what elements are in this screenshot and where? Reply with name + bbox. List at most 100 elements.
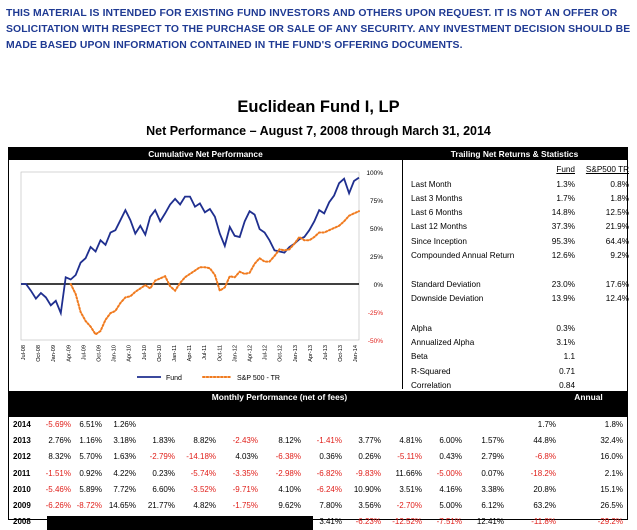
stats-fund-value: 0.3%	[556, 324, 575, 333]
month-value-cell: 2.76%	[48, 436, 71, 446]
monthly-header: Monthly Performance (net of fees)	[9, 391, 550, 403]
stats-fund-value: 0.71	[559, 367, 575, 376]
month-value-cell: 8.82%	[193, 436, 216, 446]
annual-fund-cell: -11.8%	[531, 517, 556, 527]
table-row: 2014 -5.69% 6.51% 1.26% 1.7% 1.8%	[9, 418, 628, 432]
month-value-cell: -5.74%	[190, 468, 216, 478]
month-value-cell: -9.71%	[232, 484, 258, 494]
table-row: 2011 -1.51% 0.92% 4.22% 0.23% -5.74% -3.35% -2.…	[9, 467, 628, 481]
month-value-cell: -1.75%	[232, 501, 258, 510]
stats-row: Compounded Annual Return 12.6% 9.2%	[403, 251, 629, 263]
month-value-cell: -5.11%	[397, 452, 422, 462]
performance-subtitle: Net Performance – August 7, 2008 through…	[146, 124, 491, 138]
month-value-cell: 0.43%	[439, 452, 462, 462]
month-value-cell: 4.16%	[439, 484, 462, 494]
legend-sp500-label: S&P 500 - TR	[237, 375, 280, 382]
month-value-cell: -3.35%	[232, 468, 258, 478]
y-tick-label: 0%	[374, 282, 384, 289]
annual-sp-cell: 2.1%	[604, 468, 623, 478]
month-value-cell: -6.26%	[45, 501, 71, 510]
month-value-cell: 0.92%	[79, 468, 102, 478]
x-tick-label: Apr-09	[66, 345, 72, 362]
x-tick-label: Jul-09	[81, 345, 87, 360]
month-value-cell: 8.12%	[278, 436, 301, 446]
x-tick-label: Jan-13	[293, 345, 299, 362]
stats-row: Alpha 0.3%	[403, 324, 628, 336]
x-tick-label: Jul-10	[142, 345, 148, 360]
month-value-cell: 21.77%	[147, 501, 175, 510]
annual-fund-cell: 63.2%	[533, 501, 556, 510]
stats-label: Compounded Annual Return	[411, 251, 515, 260]
x-tick-label: Apr-10	[127, 345, 133, 362]
month-value-cell: 3.56%	[358, 501, 381, 510]
month-value-cell: 4.03%	[235, 452, 258, 462]
x-tick-label: Oct-08	[36, 345, 42, 362]
annual-sp-cell: 32.4%	[600, 436, 623, 446]
month-value-cell: 4.81%	[399, 436, 422, 446]
annual-sp-cell: 16.0%	[600, 452, 623, 462]
stats-label: Standard Deviation	[411, 280, 481, 289]
stats-row: Downside Deviation 13.9% 12.4%	[403, 294, 629, 306]
y-tick-label: 25%	[370, 254, 383, 261]
stats-label: Last Month	[411, 180, 452, 189]
x-tick-label: Jul-11	[202, 345, 208, 360]
month-value-cell: 3.41%	[319, 517, 342, 527]
annual-sp-cell: -29.2%	[597, 517, 623, 527]
month-value-cell: 6.51%	[79, 420, 102, 429]
month-value-cell: 1.16%	[79, 436, 102, 446]
month-value-cell: 0.23%	[152, 468, 175, 478]
month-value-cell: -7.51%	[436, 517, 462, 527]
annual-header: Annual	[550, 391, 627, 403]
legend-fund-label: Fund	[166, 375, 182, 382]
month-value-cell: -14.18%	[186, 452, 216, 462]
month-value-cell: 4.10%	[278, 484, 301, 494]
month-value-cell: 3.18%	[113, 436, 136, 446]
month-value-cell: 5.70%	[79, 452, 102, 462]
stats-row: Last 3 Months 1.7% 1.8%	[403, 194, 629, 206]
x-tick-label: Apr-11	[187, 345, 193, 361]
stats-fund-value: 95.3%	[551, 237, 575, 246]
month-value-cell: 3.77%	[358, 436, 381, 446]
month-value-cell: 12.41%	[476, 517, 504, 527]
annual-sp-cell: 1.8%	[604, 420, 623, 429]
stats-col-sp: S&P500 TR	[585, 165, 629, 174]
y-tick-label: -25%	[368, 310, 383, 317]
month-value-cell: -5.00%	[436, 468, 462, 478]
stats-row: Last 6 Months 14.8% 12.5%	[403, 208, 629, 220]
stats-row: Annualized Alpha 3.1%	[403, 338, 628, 350]
stats-row: Correlation 0.84	[403, 381, 628, 393]
month-value-cell: 5.00%	[439, 501, 462, 510]
stats-sp-value: 0.8%	[610, 180, 629, 189]
month-value-cell: -2.79%	[149, 452, 175, 462]
stats-row: Last Month 1.3% 0.8%	[403, 180, 629, 192]
stats-label: Last 3 Months	[411, 194, 463, 203]
month-value-cell: -2.70%	[396, 501, 422, 510]
fund-title: Euclidean Fund I, LP	[237, 98, 400, 116]
year-cell: 2012	[13, 452, 31, 462]
stats-sp-value: 17.6%	[605, 280, 629, 289]
trailing-header: Trailing Net Returns & Statistics	[402, 148, 627, 160]
table-row: 2012 8.32% 5.70% 1.63% -2.79% -14.18% 4.03% -6.…	[9, 450, 628, 464]
stats-label: Last 12 Months	[411, 222, 467, 231]
cumulative-chart: 100% 75% 50% 25% 0% -25% -50% Jul-08 Oct-08 Jan-0…	[20, 170, 384, 382]
stats-fund-value: 13.9%	[551, 294, 575, 303]
stats-label: R-Squared	[411, 367, 451, 376]
x-tick-label: Jul-13	[323, 345, 329, 360]
stats-sp-value: 64.4%	[605, 237, 629, 246]
y-tick-label: 75%	[370, 198, 383, 205]
year-cell: 2010	[13, 484, 31, 494]
month-value-cell: 1.63%	[113, 452, 136, 462]
month-value-cell: 6.60%	[152, 484, 175, 494]
stats-label: Since Inception	[411, 237, 467, 246]
month-value-cell: 3.38%	[481, 484, 504, 494]
month-value-cell: 4.82%	[193, 501, 216, 510]
stats-fund-value: 23.0%	[551, 280, 575, 289]
month-value-cell: 2.79%	[481, 452, 504, 462]
sp500-series-line	[69, 210, 360, 336]
annual-fund-cell: -6.8%	[535, 452, 556, 462]
x-tick-label: Jan-11	[172, 345, 178, 362]
stats-label: Annualized Alpha	[411, 338, 475, 347]
month-value-cell: 0.26%	[358, 452, 381, 462]
month-value-cell: 5.89%	[79, 484, 102, 494]
fund-series-line	[21, 176, 360, 317]
